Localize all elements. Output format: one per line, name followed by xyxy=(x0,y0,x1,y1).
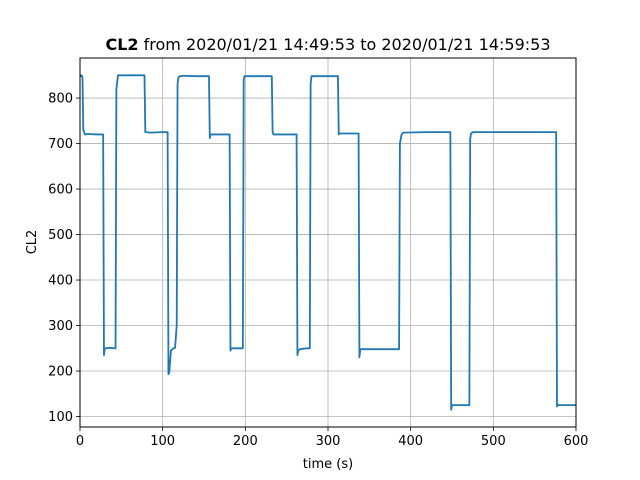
y-tick-label: 400 xyxy=(48,274,73,289)
x-tick-label: 400 xyxy=(398,434,423,449)
y-tick-label: 500 xyxy=(48,228,73,243)
chart-title: CL2 from 2020/01/21 14:49:53 to 2020/01/… xyxy=(105,35,550,54)
y-tick-label: 100 xyxy=(48,410,73,425)
y-axis-label: CL2 xyxy=(25,230,40,255)
x-tick-label: 600 xyxy=(564,434,589,449)
series-line xyxy=(79,74,576,411)
x-axis-label: time (s) xyxy=(303,457,353,472)
y-tick-label: 200 xyxy=(48,365,73,380)
y-tick-label: 300 xyxy=(48,319,73,334)
x-tick-label: 0 xyxy=(76,434,84,449)
x-axis-ticks: 0 100 200 300 400 500 600 xyxy=(76,427,589,449)
chart-title-rest: from 2020/01/21 14:49:53 to 2020/01/21 1… xyxy=(139,35,551,54)
chart-title-bold: CL2 xyxy=(105,35,138,54)
y-tick-label: 700 xyxy=(48,137,73,152)
x-tick-label: 200 xyxy=(233,434,258,449)
y-axis-ticks: 100 200 300 400 500 600 700 800 xyxy=(48,92,80,425)
x-tick-label: 300 xyxy=(316,434,341,449)
series xyxy=(79,74,576,411)
x-tick-label: 100 xyxy=(150,434,175,449)
y-tick-label: 600 xyxy=(48,183,73,198)
y-tick-label: 800 xyxy=(48,92,73,107)
x-tick-label: 500 xyxy=(481,434,506,449)
